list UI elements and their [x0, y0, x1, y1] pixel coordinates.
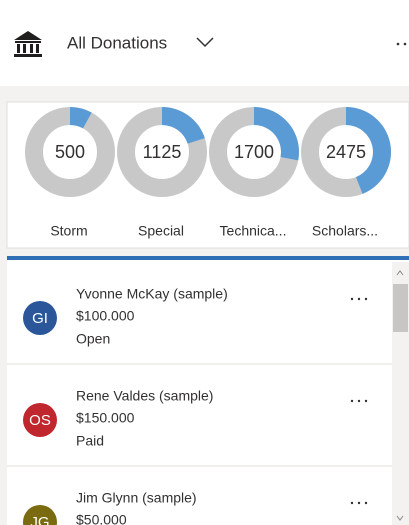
- bank-icon: [14, 31, 42, 57]
- record-status: Paid: [76, 433, 104, 449]
- record-row[interactable]: GI Yvonne McKay (sample) $100.000 Open: [23, 286, 368, 347]
- avatar-initials: GI: [32, 310, 48, 327]
- record-amount: $50.000: [76, 512, 127, 525]
- list-accent: [7, 256, 409, 260]
- chart-card: [6, 101, 409, 249]
- dot: [364, 399, 368, 403]
- dot: [357, 297, 361, 301]
- header-title[interactable]: All Donations: [67, 33, 167, 52]
- row-more[interactable]: [350, 297, 368, 301]
- donut-label: Special: [138, 223, 184, 239]
- donut-row: 500 Storm 1125 Special 1700 Technica... 2475 Sc…: [25, 107, 391, 239]
- dot: [357, 399, 361, 403]
- dot: [350, 297, 354, 301]
- dot: [350, 399, 354, 403]
- donut-arc[interactable]: [254, 107, 299, 161]
- donut-value: 500: [55, 142, 85, 162]
- dot: [350, 501, 354, 505]
- scroll-down[interactable]: [396, 515, 404, 521]
- donut-arc[interactable]: [346, 107, 391, 194]
- donut-label: Technica...: [220, 223, 287, 239]
- more-icon[interactable]: [396, 42, 407, 46]
- avatar: [23, 301, 57, 335]
- dot: [364, 501, 368, 505]
- dot: [364, 297, 368, 301]
- avatar-initials: OS: [29, 412, 51, 429]
- record-name: Yvonne McKay (sample): [76, 286, 228, 302]
- avatar: [23, 403, 57, 437]
- record-amount: $150.000: [76, 410, 135, 426]
- donut-value: 1700: [234, 142, 274, 162]
- dropdown-chevron[interactable]: [196, 37, 214, 48]
- record-amount: $100.000: [76, 308, 135, 324]
- donut-arc[interactable]: [70, 107, 92, 129]
- record-name: Jim Glynn (sample): [76, 490, 197, 506]
- scrollbar-thumb[interactable]: [393, 284, 408, 332]
- header-bar: [0, 0, 409, 86]
- donut-label: Scholars...: [312, 223, 378, 239]
- record-status: Open: [76, 331, 110, 347]
- list-card: [7, 256, 409, 525]
- row-more[interactable]: [350, 399, 368, 403]
- scroll-up[interactable]: [396, 270, 404, 276]
- donut-label: Storm: [50, 223, 87, 239]
- donut-value: 2475: [326, 142, 366, 162]
- record-name: Rene Valdes (sample): [76, 388, 213, 404]
- avatar: [23, 505, 57, 525]
- record-list: GI Yvonne McKay (sample) $100.000 Open OS Ren…: [7, 286, 392, 525]
- record-row[interactable]: OS Rene Valdes (sample) $150.000 Paid: [7, 363, 392, 449]
- dot: [357, 501, 361, 505]
- row-more[interactable]: [350, 501, 368, 505]
- donut-value: 1125: [143, 142, 182, 162]
- record-row[interactable]: JG Jim Glynn (sample) $50.000: [7, 465, 392, 525]
- avatar-initials: JG: [30, 514, 49, 525]
- donut-arc[interactable]: [162, 107, 205, 144]
